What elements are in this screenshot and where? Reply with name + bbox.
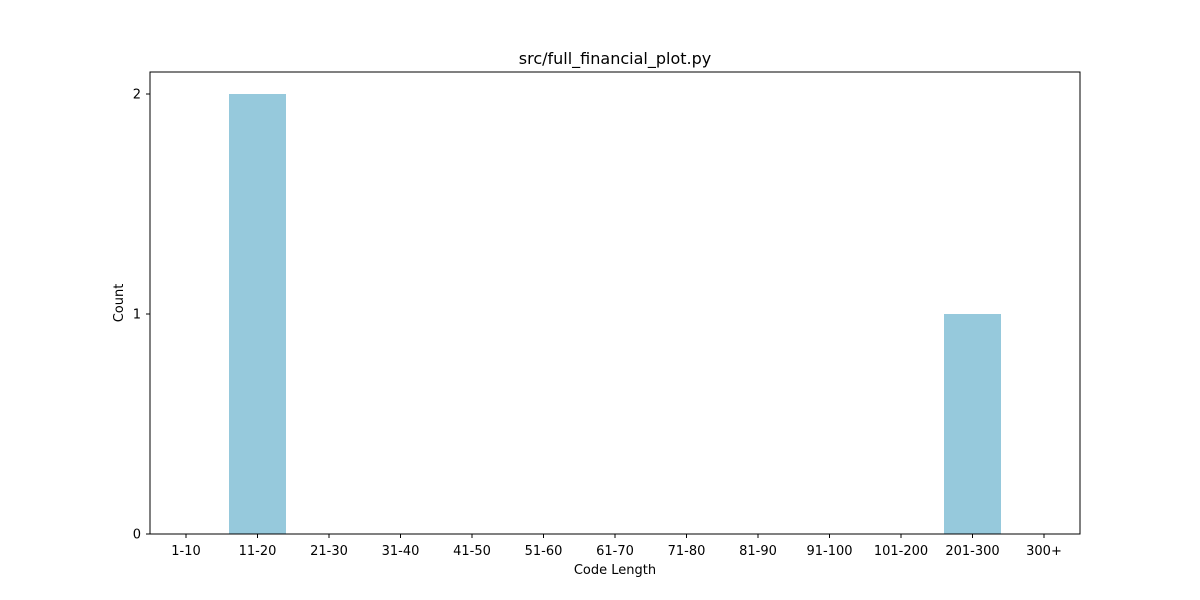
x-tick-label: 21-30 — [310, 544, 348, 559]
x-tick-label: 71-80 — [668, 544, 706, 559]
x-tick-label: 201-300 — [945, 544, 999, 559]
x-tick-label: 61-70 — [596, 544, 634, 559]
x-tick-label: 31-40 — [382, 544, 420, 559]
y-axis: 0 1 2 — [133, 88, 150, 543]
x-tick-label: 41-50 — [453, 544, 491, 559]
chart-title: src/full_financial_plot.py — [519, 49, 711, 69]
y-tick-label: 2 — [133, 88, 141, 103]
x-tick-label: 91-100 — [806, 544, 852, 559]
x-tick-label: 81-90 — [739, 544, 777, 559]
x-axis-label: Code Length — [574, 563, 656, 578]
plot-frame — [149, 71, 1081, 535]
x-tick-label: 300+ — [1026, 544, 1062, 559]
bars-group — [229, 94, 1001, 534]
bar-201-300 — [944, 314, 1001, 534]
y-tick-label: 0 — [133, 528, 141, 543]
x-tick-label: 1-10 — [171, 544, 201, 559]
x-axis: 1-10 11-20 21-30 31-40 41-50 51-60 61-70 71-80 8… — [171, 534, 1062, 559]
x-tick-label: 101-200 — [874, 544, 928, 559]
y-tick-label: 1 — [133, 308, 141, 323]
y-axis-label: Count — [112, 284, 127, 323]
x-tick-label: 11-20 — [239, 544, 277, 559]
x-tick-label: 51-60 — [525, 544, 563, 559]
bar-11-20 — [229, 94, 286, 534]
